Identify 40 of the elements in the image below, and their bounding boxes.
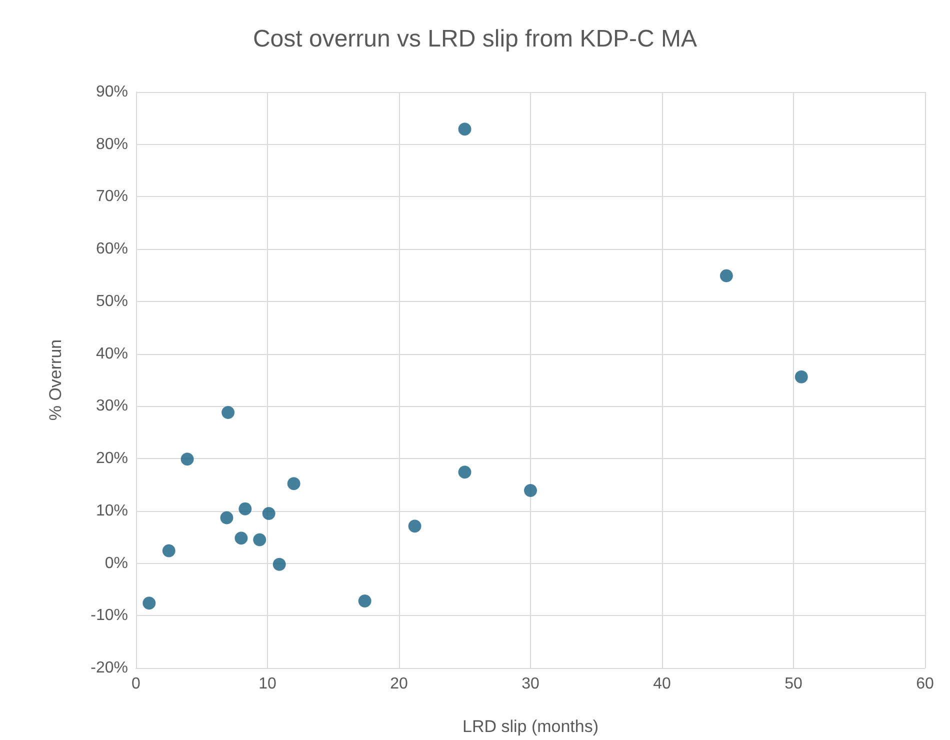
y-tick-label: 90% <box>96 84 128 100</box>
point <box>720 269 733 282</box>
y-tick-label: 60% <box>96 240 128 258</box>
point <box>253 533 266 546</box>
point <box>262 507 276 520</box>
y-tick-label: 80% <box>96 136 128 153</box>
y-tick-label: -20% <box>90 660 128 676</box>
point <box>458 122 472 136</box>
point <box>234 532 248 545</box>
y-tick-label: 70% <box>96 188 128 206</box>
point <box>220 511 234 524</box>
y-tick-label: 50% <box>96 292 128 310</box>
y-tick-label: -10% <box>90 607 128 624</box>
point <box>142 596 156 610</box>
x-tick-label: 0 <box>132 676 141 692</box>
x-axis-title: LRD slip (months) <box>462 717 599 736</box>
point <box>358 594 372 608</box>
x-tick-label: 20 <box>390 676 408 692</box>
y-axis-title: % Overrun <box>46 339 65 421</box>
x-tick-label: 50 <box>784 676 802 692</box>
y-tick-label: 20% <box>96 450 128 468</box>
point <box>408 520 422 533</box>
x-tick-label: 40 <box>653 676 671 692</box>
point <box>458 466 472 479</box>
point <box>524 484 537 497</box>
point <box>272 558 286 571</box>
point <box>287 477 300 490</box>
y-tick-label: 40% <box>96 345 128 362</box>
y-tick-label: 30% <box>96 398 128 415</box>
point <box>162 544 176 558</box>
point <box>222 406 235 419</box>
x-tick-label: 30 <box>522 676 540 692</box>
y-tick-label: 0% <box>104 554 128 572</box>
point <box>794 370 808 384</box>
x-tick-label: 60 <box>916 676 934 692</box>
x-tick-label: 10 <box>258 676 276 692</box>
point <box>238 502 252 516</box>
chart-title: Cost overrun vs LRD slip from KDP-C MA <box>252 26 698 52</box>
y-tick-label: 10% <box>96 502 128 520</box>
point <box>180 452 194 466</box>
